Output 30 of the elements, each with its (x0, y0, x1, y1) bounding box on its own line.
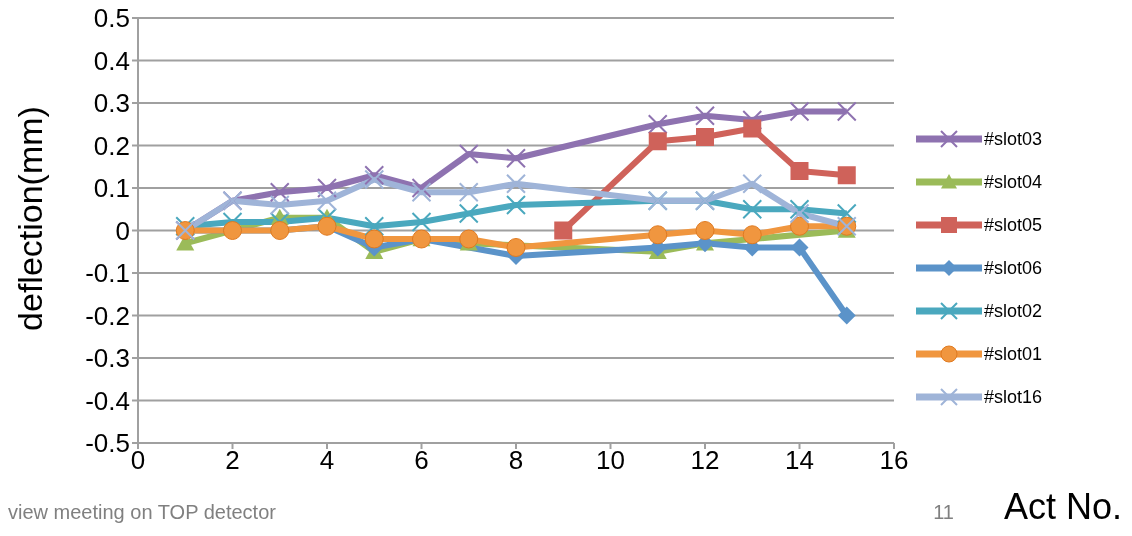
x-tick-label: 8 (508, 445, 524, 476)
x-tick-label: 14 (785, 445, 814, 476)
x-tick-label: 6 (414, 445, 429, 476)
x-tick-label: 4 (319, 445, 335, 476)
x-axis-title: Act No. (1003, 486, 1122, 528)
x-tick-label: 12 (690, 445, 720, 476)
y-tick-label: -0.2 (85, 300, 130, 331)
y-tick-label: 0.4 (93, 45, 130, 76)
legend-label: #slot02 (984, 300, 1043, 322)
legend-label: #slot05 (984, 214, 1043, 236)
text: 11 (933, 501, 954, 524)
legend-label: #slot06 (984, 257, 1043, 279)
y-tick-label: -0.1 (85, 258, 130, 289)
text: view meeting on TOP detector (8, 501, 276, 524)
legend-label: #slot16 (984, 386, 1043, 408)
y-tick-label: -0.3 (85, 343, 130, 374)
y-tick-label: -0.4 (85, 385, 130, 416)
y-tick-label: -0.5 (85, 428, 130, 459)
legend-label: #slot01 (984, 343, 1043, 365)
y-tick-label: 0.3 (93, 88, 130, 119)
x-tick-label: 16 (879, 445, 909, 476)
y-axis-title: deflection(mm) (10, 105, 50, 331)
y-tick-label: 0.5 (93, 3, 130, 34)
x-tick-label: 2 (225, 445, 240, 476)
y-tick-label: 0.2 (93, 130, 130, 161)
x-tick-label: 10 (596, 445, 625, 476)
legend-label: #slot04 (984, 171, 1043, 193)
legend-label: #slot03 (984, 128, 1043, 150)
y-tick-label: 0 (115, 215, 130, 246)
y-tick-label: 0.1 (93, 173, 130, 204)
